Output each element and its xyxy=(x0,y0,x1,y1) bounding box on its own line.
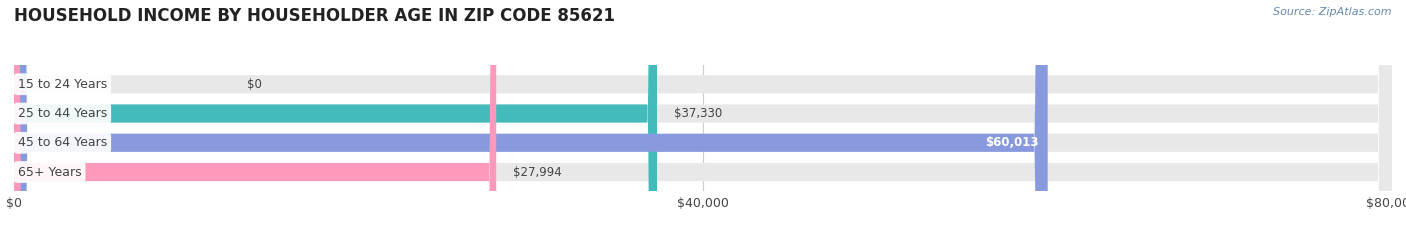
Text: $27,994: $27,994 xyxy=(513,165,562,178)
Text: $60,013: $60,013 xyxy=(986,136,1039,149)
Text: 15 to 24 Years: 15 to 24 Years xyxy=(17,78,107,91)
FancyBboxPatch shape xyxy=(14,0,657,233)
FancyBboxPatch shape xyxy=(14,0,1047,233)
Text: 25 to 44 Years: 25 to 44 Years xyxy=(17,107,107,120)
FancyBboxPatch shape xyxy=(14,0,496,233)
Text: $0: $0 xyxy=(246,78,262,91)
FancyBboxPatch shape xyxy=(14,0,1392,233)
Text: 65+ Years: 65+ Years xyxy=(17,165,82,178)
FancyBboxPatch shape xyxy=(14,0,1392,233)
Text: HOUSEHOLD INCOME BY HOUSEHOLDER AGE IN ZIP CODE 85621: HOUSEHOLD INCOME BY HOUSEHOLDER AGE IN Z… xyxy=(14,7,614,25)
Text: 45 to 64 Years: 45 to 64 Years xyxy=(17,136,107,149)
FancyBboxPatch shape xyxy=(14,0,1392,233)
FancyBboxPatch shape xyxy=(14,0,1392,233)
Text: $37,330: $37,330 xyxy=(675,107,723,120)
Text: Source: ZipAtlas.com: Source: ZipAtlas.com xyxy=(1274,7,1392,17)
